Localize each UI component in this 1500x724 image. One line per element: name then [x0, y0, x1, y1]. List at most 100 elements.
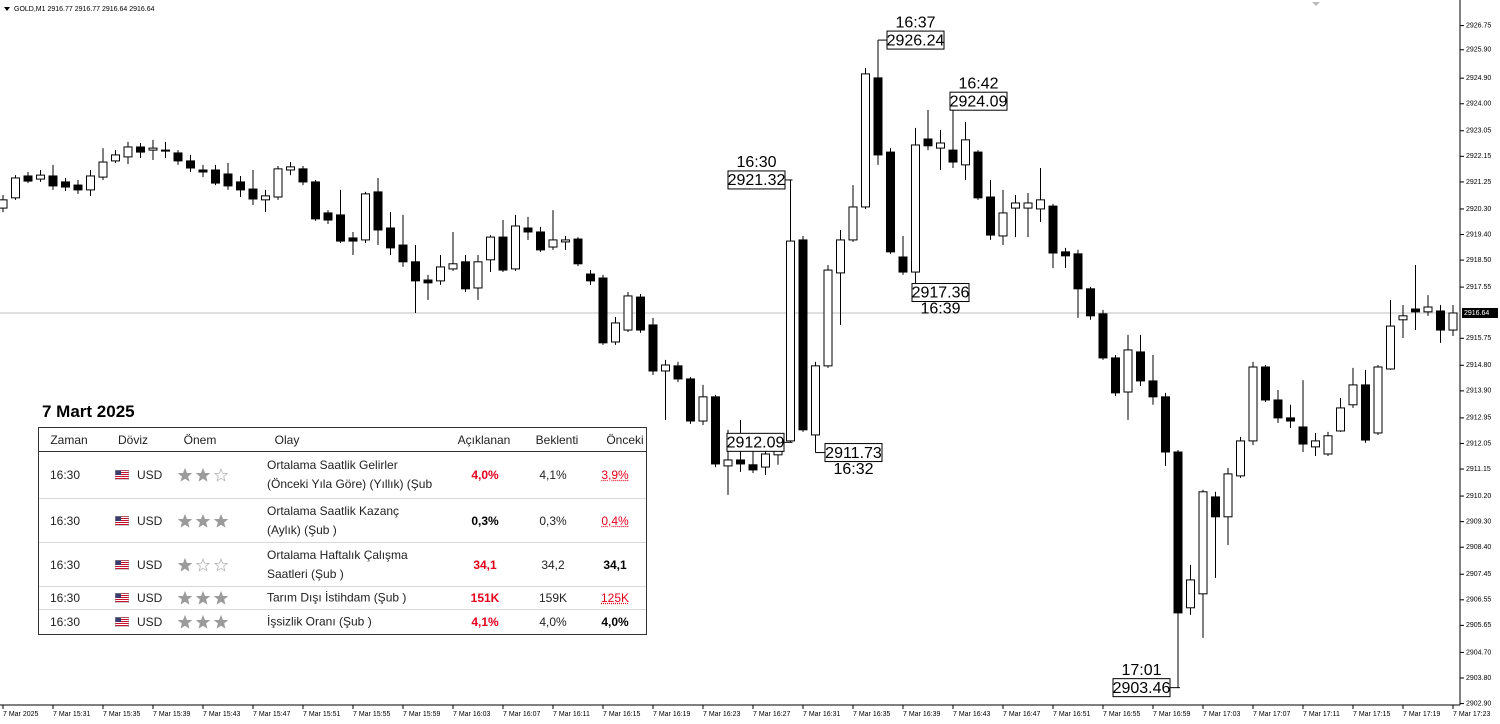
y-tick-label: 2918.50 — [1466, 257, 1491, 264]
candle-body — [911, 144, 920, 273]
candle-body — [661, 364, 670, 372]
candle-body — [636, 296, 645, 331]
x-tick-label: 7 Mar 16:31 — [803, 711, 840, 718]
actual: 34,1 — [473, 557, 497, 572]
flag-stripe — [115, 474, 129, 475]
candle-body — [1298, 426, 1308, 445]
previous: 125K — [600, 591, 630, 605]
flag-stripe — [115, 567, 129, 569]
y-tick-label: 2919.40 — [1466, 231, 1491, 238]
x-tick-label: 7 Mar 15:35 — [103, 711, 140, 718]
calendar-title: 7 Mart 2025 — [42, 402, 135, 421]
candle-body — [611, 322, 620, 343]
x-tick-label: 7 Mar 15:31 — [53, 711, 90, 718]
event-line: (Aylık) (Şub ) — [267, 522, 337, 537]
candle-body — [361, 193, 370, 241]
importance-stars — [178, 468, 229, 482]
y-tick-label: 2908.40 — [1466, 544, 1491, 551]
candle-body — [998, 212, 1008, 237]
event-time: 16:30 — [50, 615, 81, 629]
candle-body — [1411, 308, 1420, 313]
event-line: Ortalama Saatlik Gelirler — [267, 458, 398, 472]
previous: 3,9% — [601, 468, 629, 482]
flag-icon — [115, 559, 129, 570]
flag-canton — [115, 617, 121, 622]
importance-stars — [178, 557, 229, 572]
annotation-price: 2917.36 — [912, 285, 970, 302]
flag-stripe — [115, 597, 129, 598]
candle-body — [123, 146, 133, 158]
x-tick-label: 7 Mar 16:43 — [953, 711, 990, 718]
flag-canton — [115, 515, 121, 521]
candle-body — [886, 151, 895, 253]
flag-border — [115, 515, 129, 526]
event-line: Saatleri (Şub ) — [267, 566, 344, 581]
flag-stripe — [115, 599, 129, 600]
x-tick-label: 7 Mar 16:15 — [603, 711, 640, 718]
y-tick-label: 2905.65 — [1466, 622, 1491, 629]
candle-body — [148, 147, 158, 151]
symbol-menu-icon — [4, 7, 10, 11]
candle-body — [898, 256, 908, 273]
candle-body — [1223, 473, 1233, 518]
star — [178, 468, 193, 482]
candle-body — [1323, 435, 1333, 455]
flag-canton — [115, 559, 121, 565]
candle-body — [873, 77, 883, 156]
candle-body — [11, 177, 20, 199]
previous: 0,4% — [601, 513, 629, 528]
table-row: 16:30 USD Ortalama Haftalık Çalışma Saatler… — [39, 542, 646, 586]
candle-body — [698, 396, 708, 422]
annotation-box — [911, 283, 970, 303]
actual: 4,0% — [471, 468, 499, 482]
flag-border — [115, 617, 129, 627]
annotation-time: 16:37 — [895, 14, 935, 31]
candle-body — [861, 73, 870, 208]
annotation-price: 2911.73 — [825, 445, 882, 462]
event-time: 16:30 — [50, 557, 81, 572]
candle-body — [448, 263, 458, 270]
candle-body — [1148, 380, 1158, 398]
x-tick-label: 7 Mar 15:51 — [303, 711, 340, 718]
y-tick-label: 2922.15 — [1466, 153, 1491, 160]
flag-border — [115, 593, 129, 603]
candle-body — [461, 261, 470, 290]
candle-body — [736, 459, 745, 465]
flag-icon — [115, 470, 129, 480]
column-header: Açıklanan — [457, 432, 511, 447]
column-header: Önceki — [606, 432, 644, 447]
candle-body — [1173, 451, 1183, 614]
star — [195, 468, 211, 482]
actual: 151K — [470, 591, 500, 605]
x-tick-label: 7 Mar 16:27 — [753, 711, 790, 718]
y-tick-label: 2904.70 — [1466, 649, 1491, 656]
candle-body — [1011, 202, 1020, 209]
candle-body — [48, 175, 58, 187]
candle-body — [286, 166, 295, 171]
candle-body — [811, 365, 820, 436]
chart-title: GOLD,M1 2916.77 2916.77 2916.64 2916.64 — [14, 6, 155, 13]
candle-body — [86, 175, 95, 191]
actual: 4,1% — [471, 615, 499, 629]
candle-body — [1373, 366, 1383, 434]
currency: USD — [137, 557, 163, 572]
candle-body — [836, 239, 845, 274]
candle-body — [473, 261, 483, 289]
candle-body — [261, 195, 270, 201]
candle-body — [786, 240, 795, 442]
event-name: Ortalama Saatlik Kazanç (Aylık) (Şub ) — [267, 502, 399, 540]
y-tick-label: 2914.80 — [1466, 362, 1491, 369]
annotation-price: 2912.09 — [727, 435, 785, 452]
candle-body — [711, 396, 720, 465]
candle-body — [1386, 325, 1395, 370]
flag-stripe — [115, 561, 129, 563]
y-tick-label: 2906.55 — [1466, 597, 1491, 604]
x-tick-label: 7 Mar 15:47 — [253, 711, 290, 718]
event-time: 16:30 — [50, 513, 81, 528]
y-tick-label: 2917.55 — [1466, 284, 1491, 291]
candle-body — [686, 378, 695, 422]
event-name: Ortalama Haftalık Çalışma Saatleri (Şub ) — [267, 546, 408, 584]
column-header: Olay — [274, 432, 300, 447]
candle-body — [1423, 306, 1433, 313]
candle-body — [986, 196, 995, 236]
